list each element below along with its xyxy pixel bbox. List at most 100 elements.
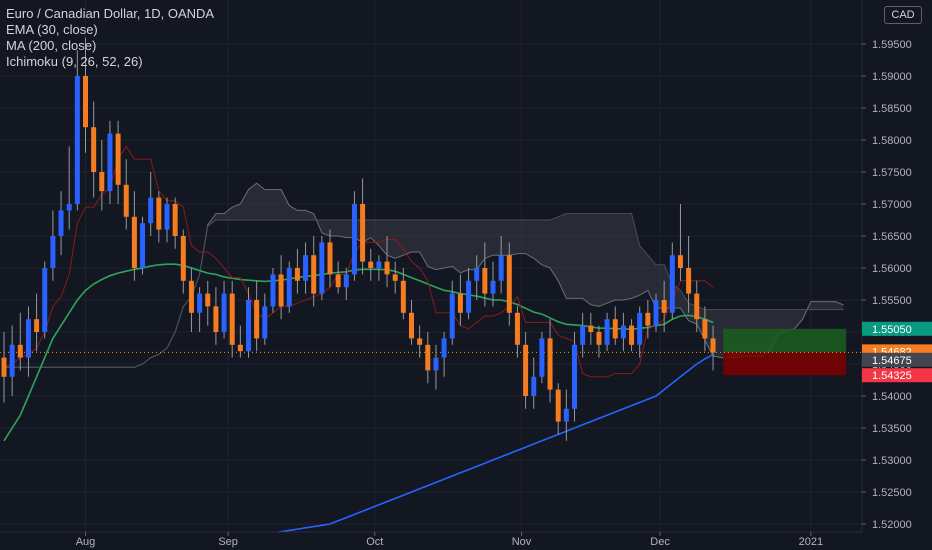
candle-body: [91, 127, 97, 172]
candle-down: [514, 306, 520, 358]
candle-up: [490, 261, 496, 307]
candle-body: [384, 261, 390, 275]
candle-up: [58, 191, 64, 256]
candle-up: [197, 287, 203, 332]
candle-up: [66, 146, 72, 230]
candle-body: [58, 210, 64, 236]
candle-down: [677, 204, 683, 281]
symbol-title[interactable]: Euro / Canadian Dollar, 1D, OANDA: [6, 6, 215, 21]
candle-body: [563, 408, 569, 422]
candle-up: [262, 293, 268, 345]
candle-up: [25, 306, 31, 377]
candle-body: [376, 261, 382, 268]
price-tick-label: 1.54000: [872, 391, 912, 403]
price-tick-label: 1.53000: [872, 455, 912, 467]
candle-up: [246, 287, 251, 358]
time-tick-label: 2021: [799, 536, 823, 548]
candle-body: [629, 325, 635, 345]
time-tick-label: Oct: [366, 536, 383, 548]
target-zone: [723, 328, 847, 353]
candle-body: [523, 344, 529, 396]
candle-up: [140, 216, 146, 275]
candle-body: [286, 268, 292, 307]
candle-body: [156, 197, 162, 230]
candle-body: [1, 357, 7, 377]
candle-body: [417, 338, 423, 345]
candle-up: [221, 280, 227, 339]
candle-body: [254, 300, 260, 339]
time-axis-bg: [0, 532, 862, 550]
price-tag-bg: [862, 321, 932, 336]
candles: [1, 37, 716, 441]
candle-down: [360, 178, 366, 275]
candle-down: [83, 37, 88, 153]
candle-body: [588, 325, 594, 332]
candle-down: [278, 255, 284, 320]
candle-body: [392, 274, 398, 281]
candle-down: [131, 191, 137, 281]
candle-up: [107, 120, 113, 204]
candle-down: [180, 229, 186, 294]
candle-down: [34, 293, 40, 352]
candle-up: [433, 344, 439, 390]
candle-down: [294, 248, 300, 294]
price-axis: 1.520001.525001.530001.535001.540001.545…: [861, 0, 932, 550]
candle-body: [425, 344, 431, 371]
candle-body: [319, 242, 325, 294]
study-ema[interactable]: EMA (30, close): [6, 22, 98, 37]
candle-down: [99, 140, 105, 211]
candle-down: [237, 325, 243, 358]
candle-body: [17, 344, 23, 358]
leading-span-b: [4, 213, 844, 368]
time-tick-label: Dec: [650, 536, 670, 548]
ma200-line: [159, 353, 714, 550]
candle-body: [555, 389, 561, 422]
candle-down: [547, 319, 553, 403]
candle-body: [221, 293, 227, 332]
candle-up: [351, 191, 357, 281]
candle-body: [409, 312, 414, 339]
candle-up: [474, 255, 480, 300]
candle-down: [172, 197, 178, 249]
candle-down: [686, 236, 692, 313]
price-tick-label: 1.58000: [872, 135, 912, 147]
price-tag-label: 1.54325: [872, 370, 912, 382]
candle-body: [596, 332, 602, 345]
candle-body: [99, 172, 105, 192]
candle-body: [9, 344, 15, 377]
price-tick-label: 1.55500: [872, 295, 912, 307]
candle-body: [131, 216, 137, 268]
study-ichimoku[interactable]: Ichimoku (9, 26, 52, 26): [6, 54, 143, 69]
candle-body: [74, 76, 80, 204]
candle-body: [50, 236, 56, 268]
candle-body: [506, 255, 512, 313]
price-tag-bg: [862, 368, 932, 383]
candle-body: [686, 268, 692, 294]
time-tick-label: Nov: [512, 536, 532, 548]
price-tick-label: 1.59500: [872, 39, 912, 51]
currency-button[interactable]: CAD: [884, 6, 922, 24]
candle-body: [604, 319, 610, 345]
candle-down: [400, 268, 406, 320]
time-tick-label: Sep: [218, 536, 238, 548]
study-ma[interactable]: MA (200, close): [6, 38, 97, 53]
candle-body: [661, 300, 667, 313]
candle-body: [572, 344, 577, 409]
candle-body: [368, 261, 374, 268]
candle-body: [531, 376, 537, 396]
candle-body: [694, 293, 700, 320]
candle-body: [311, 255, 317, 294]
chart-grid: [0, 0, 862, 532]
candle-body: [148, 197, 154, 224]
candle-down: [368, 248, 374, 281]
candle-down: [661, 280, 667, 332]
candle-up: [580, 312, 586, 358]
candle-body: [449, 293, 455, 339]
candle-body: [547, 338, 553, 390]
candle-up: [466, 268, 472, 320]
candle-body: [360, 204, 366, 262]
candle-up: [50, 210, 56, 281]
price-tag-bg: [862, 352, 932, 367]
